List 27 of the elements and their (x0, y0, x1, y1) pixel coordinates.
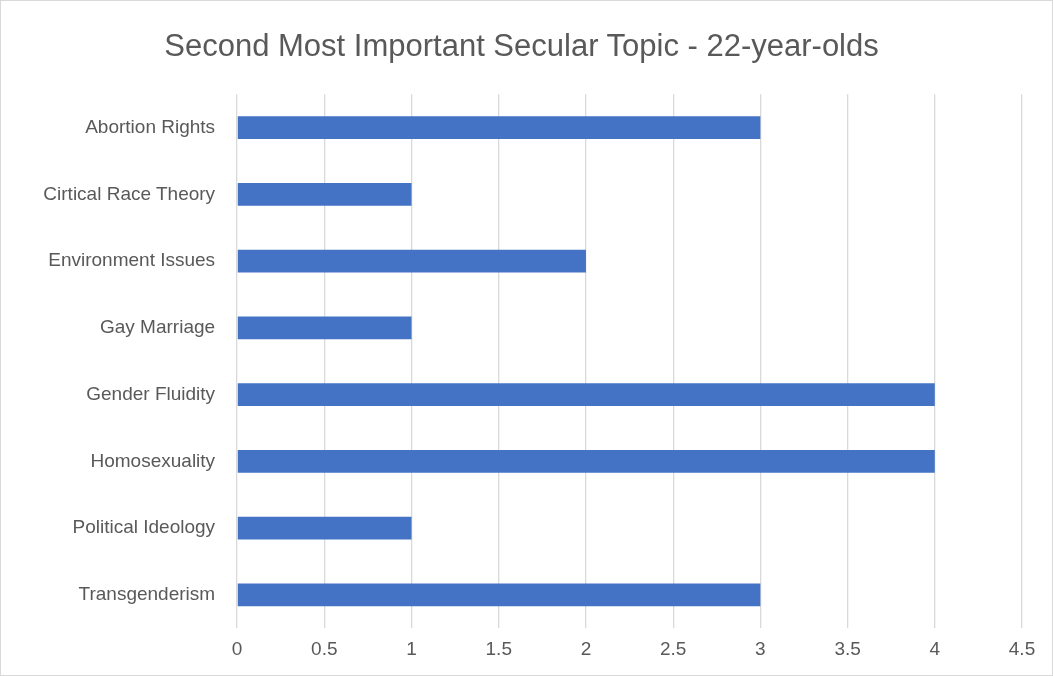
chart-title: Second Most Important Secular Topic - 22-year-olds (164, 28, 879, 64)
y-tick-label: Environment Issues (48, 249, 216, 271)
x-tick-label: 0.5 (311, 637, 338, 659)
bar (237, 316, 412, 340)
y-tick-label: Transgenderism (78, 583, 216, 605)
bar (237, 249, 586, 273)
bar (237, 383, 935, 406)
x-tick-label: 3.5 (834, 637, 861, 659)
bar (237, 182, 412, 206)
bar (237, 116, 761, 139)
y-tick-label: Homosexuality (90, 449, 216, 471)
x-tick-label: 0 (231, 637, 243, 659)
x-tick-label: 2 (580, 637, 592, 659)
y-tick-label: Cirtical Race Theory (43, 182, 216, 204)
y-tick-label: Gay Marriage (99, 316, 216, 338)
x-tick-label: 1.5 (485, 637, 512, 659)
bar (237, 516, 412, 540)
y-tick-label: Gender Fluidity (86, 382, 216, 404)
y-tick-label: Political Ideology (72, 516, 216, 538)
y-tick-label: Abortion Rights (85, 115, 216, 137)
x-tick-label: 3 (755, 637, 766, 659)
x-tick-label: 4.5 (1008, 637, 1036, 659)
bar (237, 583, 761, 607)
bar (237, 449, 935, 473)
x-tick-label: 2.5 (659, 637, 687, 659)
x-tick-label: 4 (929, 637, 941, 659)
x-tick-label: 1 (406, 637, 417, 659)
